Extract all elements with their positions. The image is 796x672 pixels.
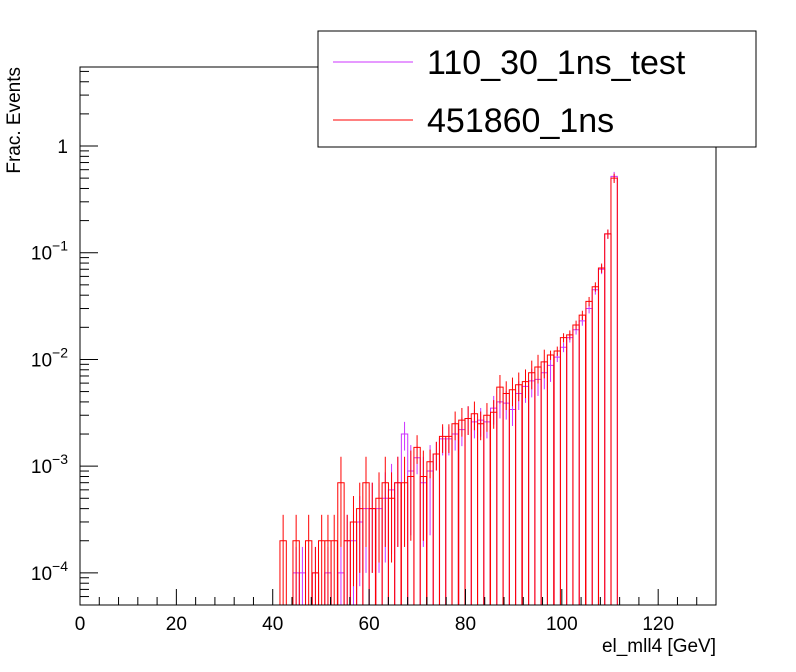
x-tick-label: 60: [359, 614, 380, 635]
x-tick-label: 80: [455, 614, 476, 635]
y-axis-title: Frac. Events: [4, 67, 25, 174]
x-tick-label: 0: [75, 614, 86, 635]
x-tick-label: 120: [642, 614, 674, 635]
x-axis: 0 20 40 60 80 100 120: [75, 589, 717, 635]
x-tick-label: 100: [546, 614, 578, 635]
legend-box: [317, 30, 757, 148]
legend: 110_30_1ns_test 451860_1ns: [317, 30, 757, 148]
x-tick-label: 40: [262, 614, 283, 635]
legend-label-series-2: 451860_1ns: [427, 102, 614, 140]
series-2: [80, 173, 716, 606]
y-tick-label: 1: [57, 137, 68, 158]
legend-label-series-1: 110_30_1ns_test: [427, 44, 686, 82]
x-axis-title: el_mll4 [GeV]: [602, 636, 716, 657]
x-tick-label: 20: [166, 614, 187, 635]
